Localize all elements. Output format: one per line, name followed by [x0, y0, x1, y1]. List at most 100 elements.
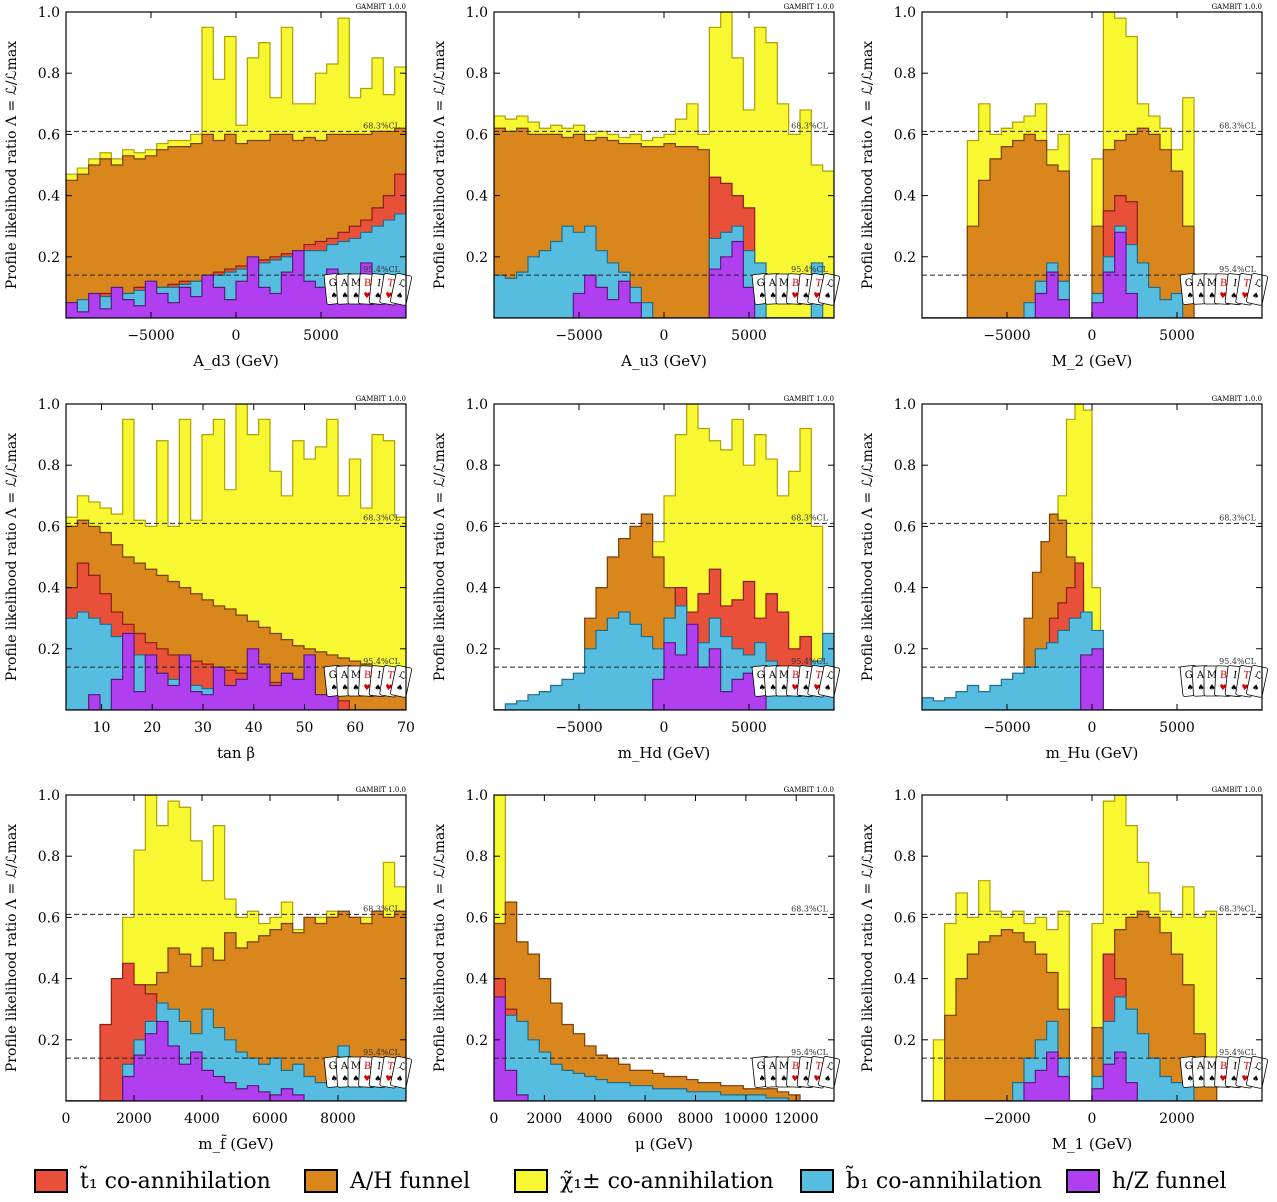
card-letter-1: G	[1184, 278, 1193, 290]
card-letter-2: A	[768, 278, 778, 289]
card-suit-1: ♠	[330, 1074, 338, 1084]
card-suit-5: ♠	[374, 683, 382, 693]
card-letter-1: G	[328, 278, 337, 290]
gambit-logo: G♠A♠M♠B♥I♠T♥ℒ♠	[323, 1055, 412, 1089]
cl-label-1: 68.3%CL	[363, 513, 401, 522]
xtick-label: 5000	[731, 328, 767, 344]
cl-label-2: 95.4%CL	[791, 657, 829, 666]
card-suit-1: ♠	[758, 683, 766, 693]
card-suit-7: ♠	[823, 683, 832, 693]
card-letter-2: A	[340, 278, 350, 289]
legend-item-t1: t̃₁ co-annihilation	[34, 1166, 271, 1196]
cl-label-1: 68.3%CL	[363, 121, 401, 130]
ytick-label: 0.8	[466, 458, 488, 474]
gambit-logo: G♠A♠M♠B♥I♠T♥ℒ♠	[751, 1055, 840, 1089]
card-letter-5: I	[377, 278, 382, 289]
ytick-label: 0.2	[38, 642, 60, 658]
ytick-label: 0.6	[466, 519, 488, 535]
xtick-label: 5000	[303, 328, 339, 344]
ytick-label: 0.2	[38, 250, 60, 266]
ytick-label: 0.8	[38, 458, 60, 474]
card-suit-4: ♥	[1219, 683, 1227, 692]
card-letter-1: G	[756, 278, 765, 290]
card-letter-6: T	[814, 278, 823, 290]
card-letter-1: G	[756, 670, 765, 682]
cl-label-1: 68.3%CL	[1219, 121, 1257, 130]
xtick-label: 20	[143, 720, 161, 736]
xtick-label: 8000	[678, 1111, 714, 1127]
legend-item-b1: b̃₁ co-annihilation	[800, 1166, 1042, 1196]
card-letter-4: B	[1220, 1061, 1228, 1072]
card-suit-3: ♠	[780, 1074, 787, 1083]
card-suit-3: ♠	[352, 291, 359, 300]
card-suit-7: ♠	[395, 291, 404, 301]
xtick-label: 40	[245, 720, 263, 736]
plot-frame	[65, 403, 407, 711]
card-letter-5: I	[377, 1061, 382, 1072]
card-suit-7: ♠	[395, 1074, 404, 1084]
ytick-label: 0.6	[894, 519, 916, 535]
series-hZ-9	[922, 1051, 1262, 1101]
ytick-label: 0.4	[466, 581, 488, 597]
card-suit-6: ♥	[385, 291, 393, 301]
series-hZ-7	[66, 1020, 406, 1101]
y-axis-label: Profile likelihood ratio Λ = ℒ/ℒmax	[4, 41, 20, 289]
legend-item-hz: h/Z funnel	[1066, 1166, 1227, 1196]
y-axis-label: Profile likelihood ratio Λ = ℒ/ℒmax	[432, 824, 448, 1072]
card-letter-5: I	[805, 670, 810, 681]
cl-label-2: 95.4%CL	[1219, 657, 1257, 666]
ytick-label: 0.8	[466, 66, 488, 82]
ytick-label: 0.6	[38, 127, 60, 143]
ytick-label: 0.6	[466, 127, 488, 143]
legend-label-t1: t̃₁ co-annihilation	[80, 1168, 271, 1194]
card-letter-3: M	[351, 670, 361, 681]
card-suit-7: ♠	[1251, 1074, 1260, 1084]
card-letter-4: B	[364, 278, 372, 289]
plot-area-4	[66, 404, 406, 710]
card-suit-6: ♥	[813, 683, 821, 693]
card-letter-6: T	[814, 670, 823, 682]
gambit-logo: G♠A♠M♠B♥I♠T♥ℒ♠	[323, 664, 412, 698]
card-letter-5: I	[805, 278, 810, 289]
card-suit-7: ♠	[395, 683, 404, 693]
card-suit-1: ♠	[758, 1074, 766, 1084]
panel-7: 68.3%CL95.4%CLG♠A♠M♠B♥I♠T♥ℒ♠0.20.40.60.8…	[4, 786, 412, 1153]
gambit-logo: G♠A♠M♠B♥I♠T♥ℒ♠	[751, 664, 840, 698]
card-suit-3: ♠	[352, 683, 359, 692]
card-letter-5: I	[1233, 278, 1238, 289]
card-letter-2: A	[340, 1061, 350, 1072]
card-suit-1: ♠	[1186, 1074, 1194, 1084]
x-axis-label: M_2 (GeV)	[1052, 352, 1133, 370]
card-suit-2: ♠	[1197, 1074, 1205, 1083]
xtick-label: 2000	[527, 1111, 563, 1127]
cl-label-1: 68.3%CL	[791, 513, 829, 522]
card-letter-6: T	[386, 278, 395, 290]
card-suit-7: ♠	[823, 1074, 832, 1084]
y-axis-label: Profile likelihood ratio Λ = ℒ/ℒmax	[4, 824, 20, 1072]
card-letter-6: T	[386, 670, 395, 682]
card-letter-5: I	[805, 1061, 810, 1072]
ytick-label: 0.2	[894, 250, 916, 266]
xtick-label: 5000	[731, 720, 767, 736]
ytick-label: 1.0	[38, 5, 60, 21]
card-suit-7: ♠	[1251, 291, 1260, 301]
y-axis-label: Profile likelihood ratio Λ = ℒ/ℒmax	[4, 433, 20, 681]
plot-area-3	[922, 12, 1262, 318]
card-letter-4: B	[1220, 670, 1228, 681]
card-letter-3: M	[779, 278, 789, 289]
gambit-tag: GAMBIT 1.0.0	[784, 786, 834, 794]
series-AH-8	[494, 901, 834, 1101]
ytick-label: 0.2	[894, 1033, 916, 1049]
card-suit-7: ♠	[1251, 683, 1260, 693]
gambit-logo: G♠A♠M♠B♥I♠T♥ℒ♠	[1179, 1055, 1268, 1089]
card-suit-3: ♠	[1208, 683, 1215, 692]
series-hZ-2	[494, 240, 834, 318]
card-letter-4: B	[792, 278, 800, 289]
ytick-label: 1.0	[466, 5, 488, 21]
card-letter-1: G	[1184, 670, 1193, 682]
card-letter-3: M	[351, 278, 361, 289]
y-axis-label: Profile likelihood ratio Λ = ℒ/ℒmax	[432, 41, 448, 289]
ytick-label: 0.6	[38, 519, 60, 535]
x-axis-label: m_Hu (GeV)	[1046, 744, 1139, 762]
ytick-label: 1.0	[38, 788, 60, 804]
